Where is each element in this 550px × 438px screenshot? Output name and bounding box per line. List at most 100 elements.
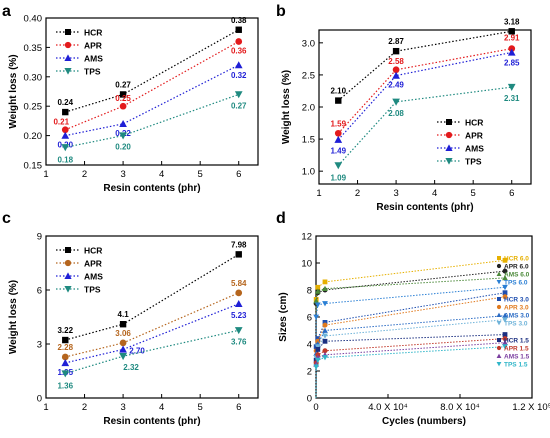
data-label: 3.76 [231, 337, 247, 346]
data-label: 3.06 [115, 329, 131, 338]
data-point [119, 353, 127, 361]
data-label: 7.98 [231, 240, 247, 249]
data-label: 2.28 [57, 343, 73, 352]
series-line [315, 338, 506, 399]
legend-label: HCR [84, 28, 102, 38]
legend-label: APR 1.5 [504, 346, 529, 353]
legend-marker [497, 256, 501, 260]
legend-label: HCR [84, 246, 102, 256]
data-point [313, 297, 320, 304]
data-point [508, 45, 516, 52]
legend-label: APR 6.0 [504, 264, 529, 271]
data-label: 1.36 [57, 382, 73, 391]
legend: HCR APR AMS TPS [437, 118, 484, 167]
x-tick-label: 1 [316, 188, 321, 199]
panel-b: b 1 2 3 4 5 6 1.0 1.5 2.0 2.5 3.0 Resin contents (ph… [276, 3, 532, 213]
legend-marker [445, 158, 453, 165]
data-label: 0.20 [115, 143, 131, 152]
series-line [315, 319, 506, 399]
legend-marker [65, 247, 71, 253]
data-point [119, 120, 127, 128]
data-label: 3.22 [57, 326, 73, 335]
x-tick-label: 2 [82, 169, 87, 180]
y-tick-label: 9 [37, 232, 42, 243]
y-axis-label: Weight loss (%) [8, 280, 19, 354]
data-point [315, 347, 321, 352]
data-point [322, 338, 328, 344]
data-label: 1.09 [330, 173, 346, 182]
data-point [235, 289, 243, 297]
data-point [322, 301, 328, 307]
panel-a: a 1 2 3 4 5 6 0.15 0.20 0.25 0.30 0.35 0.40 Resin con… [2, 3, 259, 194]
x-tick-label: 3 [393, 188, 398, 199]
legend-marker [445, 144, 453, 151]
data-point [392, 47, 400, 55]
legend-label: AMS [465, 144, 484, 154]
data-label: 1.59 [330, 119, 346, 128]
data-point [322, 320, 328, 325]
data-point [507, 48, 516, 56]
data-point [507, 83, 516, 91]
legend-label: APR 3.0 [504, 305, 529, 312]
series-AMS-6.0 [313, 274, 508, 399]
series-line [337, 86, 512, 166]
legend-marker [496, 345, 502, 351]
plot-frame [45, 235, 259, 399]
x-axis-label: Resin contents (phr) [376, 202, 473, 213]
y-tick-label: 0.30 [24, 72, 43, 83]
series-line [315, 342, 506, 399]
data-point [502, 274, 508, 281]
series-AMS: 1.952.705.23 [57, 300, 247, 377]
x-tick-label: 4 [432, 188, 437, 199]
y-tick-label: 10 [301, 259, 312, 270]
data-label: 0.32 [231, 71, 247, 80]
y-tick-label: 12 [301, 232, 312, 243]
series-HCR: 0.24 0.27 0.38 [57, 16, 247, 116]
data-point [61, 370, 70, 378]
panel-d: d 0 4.0 X 10⁴ 8.0 X 10⁴ 1.2 X 10⁵ 0 2 4 6 8 10 12 Cy… [276, 210, 550, 427]
series-TPS-6.0 [313, 284, 508, 399]
data-point [334, 129, 342, 137]
legend-label: TPS 6.0 [504, 280, 528, 287]
data-point [502, 268, 508, 274]
series-line [65, 303, 239, 364]
data-point [314, 357, 321, 364]
y-tick-label: 0.40 [24, 14, 43, 25]
data-label: 5.23 [231, 311, 247, 320]
data-point [119, 132, 127, 140]
legend-label: HCR 3.0 [504, 297, 529, 304]
panel-label-d: d [276, 210, 286, 227]
data-point [322, 355, 328, 361]
data-point [119, 321, 127, 328]
x-tick-label: 4.0 X 10⁴ [368, 402, 407, 413]
legend-marker [64, 272, 72, 279]
panel-label-b: b [276, 3, 286, 20]
legend-marker [64, 68, 72, 75]
data-point [61, 131, 70, 139]
y-tick-label: 0.20 [24, 131, 43, 142]
legend-label: TPS [465, 157, 482, 167]
plot-frame [318, 29, 532, 185]
x-tick-label: 5 [471, 188, 476, 199]
data-point [334, 162, 343, 170]
data-point [61, 359, 70, 367]
legend-marker [496, 312, 502, 317]
legend-label: HCR [465, 118, 483, 128]
data-point [392, 66, 400, 74]
series-line [65, 40, 240, 131]
legend-marker [497, 297, 501, 301]
series-line [315, 259, 506, 399]
y-axis-label: Weight loss (%) [8, 54, 19, 128]
data-point [61, 126, 69, 134]
series-HCR: 2.10 2.87 3.18 [330, 17, 520, 104]
legend: HCR APR AMS TPS [56, 246, 103, 295]
data-point [502, 257, 508, 263]
data-point [313, 357, 319, 363]
legend-marker [496, 263, 502, 269]
legend-marker [446, 119, 452, 125]
series-line [315, 286, 506, 399]
y-tick-label: 2.5 [302, 70, 315, 81]
data-point [234, 300, 243, 308]
data-label: 0.27 [115, 80, 131, 89]
